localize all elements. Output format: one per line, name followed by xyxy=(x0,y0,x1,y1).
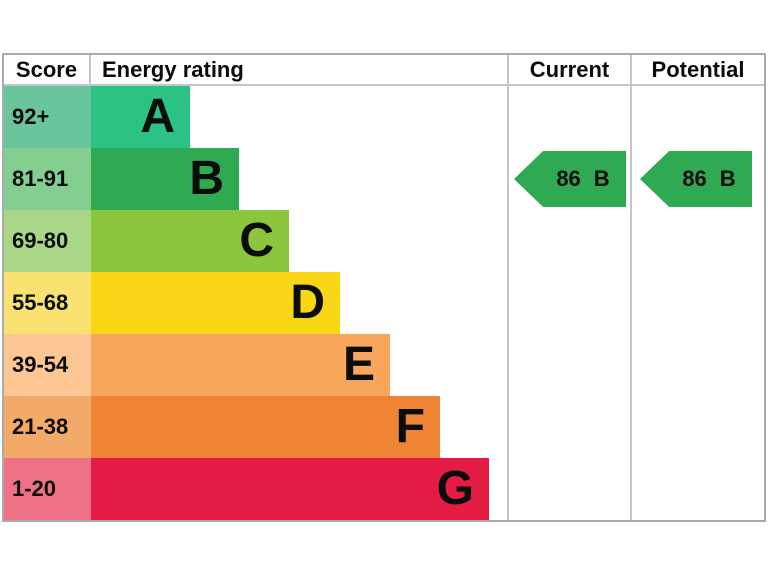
score-range-g: 1-20 xyxy=(4,458,91,520)
band-row-e: 39-54 E xyxy=(4,334,507,396)
header-potential: Potential xyxy=(630,55,764,84)
header-current: Current xyxy=(507,55,630,84)
table-header: Score Energy rating Current Potential xyxy=(4,55,764,86)
score-range-f: 21-38 xyxy=(4,396,91,458)
band-row-f: 21-38 F xyxy=(4,396,507,458)
potential-score-value: 86 xyxy=(682,166,707,191)
band-row-a: 92+ A xyxy=(4,86,507,148)
band-bar-g: G xyxy=(91,458,489,520)
score-range-b: 81-91 xyxy=(4,148,91,210)
current-column: 86 B xyxy=(507,86,630,520)
band-bar-e: E xyxy=(91,334,390,396)
score-range-a: 92+ xyxy=(4,86,91,148)
score-range-c: 69-80 xyxy=(4,210,91,272)
current-rating-arrow: 86 B xyxy=(514,151,626,207)
rating-bands: 92+ A 81-91 B 69-80 C 55-68 D 39-54 E 21… xyxy=(4,86,507,520)
band-bar-c: C xyxy=(91,210,289,272)
potential-column: 86 B xyxy=(630,86,764,520)
current-score-value: 86 xyxy=(556,166,581,191)
potential-band-letter: B xyxy=(719,166,736,191)
header-energy-rating: Energy rating xyxy=(102,56,244,82)
score-range-e: 39-54 xyxy=(4,334,91,396)
band-bar-b: B xyxy=(91,148,239,210)
band-row-b: 81-91 B xyxy=(4,148,507,210)
band-row-g: 1-20 G xyxy=(4,458,507,520)
band-bar-f: F xyxy=(91,396,440,458)
current-band-letter: B xyxy=(593,166,610,191)
band-row-d: 55-68 D xyxy=(4,272,507,334)
band-row-c: 69-80 C xyxy=(4,210,507,272)
table-body: 92+ A 81-91 B 69-80 C 55-68 D 39-54 E 21… xyxy=(4,86,764,520)
score-range-d: 55-68 xyxy=(4,272,91,334)
header-score: Score xyxy=(4,55,91,84)
potential-rating-arrow: 86 B xyxy=(640,151,752,207)
band-bar-a: A xyxy=(91,86,190,148)
band-bar-d: D xyxy=(91,272,340,334)
epc-table: Score Energy rating Current Potential 92… xyxy=(2,53,766,522)
